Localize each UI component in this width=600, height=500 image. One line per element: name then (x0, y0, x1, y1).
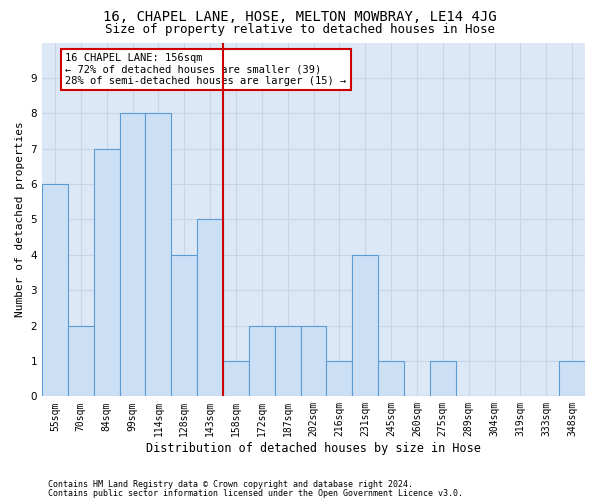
Text: Contains public sector information licensed under the Open Government Licence v3: Contains public sector information licen… (48, 488, 463, 498)
Bar (378, 361, 404, 396)
Bar (249, 326, 275, 396)
Bar (275, 326, 301, 396)
Bar (94, 148, 119, 396)
Bar (223, 361, 249, 396)
Bar (430, 361, 456, 396)
Bar (559, 361, 585, 396)
Text: Contains HM Land Registry data © Crown copyright and database right 2024.: Contains HM Land Registry data © Crown c… (48, 480, 413, 489)
X-axis label: Distribution of detached houses by size in Hose: Distribution of detached houses by size … (146, 442, 481, 455)
Bar (42, 184, 68, 396)
Bar (326, 361, 352, 396)
Bar (352, 255, 378, 396)
Bar (172, 255, 197, 396)
Y-axis label: Number of detached properties: Number of detached properties (15, 122, 25, 318)
Text: 16, CHAPEL LANE, HOSE, MELTON MOWBRAY, LE14 4JG: 16, CHAPEL LANE, HOSE, MELTON MOWBRAY, L… (103, 10, 497, 24)
Bar (119, 114, 145, 397)
Bar (68, 326, 94, 396)
Bar (145, 114, 172, 397)
Text: 16 CHAPEL LANE: 156sqm
← 72% of detached houses are smaller (39)
28% of semi-det: 16 CHAPEL LANE: 156sqm ← 72% of detached… (65, 53, 347, 86)
Bar (197, 220, 223, 396)
Bar (301, 326, 326, 396)
Text: Size of property relative to detached houses in Hose: Size of property relative to detached ho… (105, 22, 495, 36)
